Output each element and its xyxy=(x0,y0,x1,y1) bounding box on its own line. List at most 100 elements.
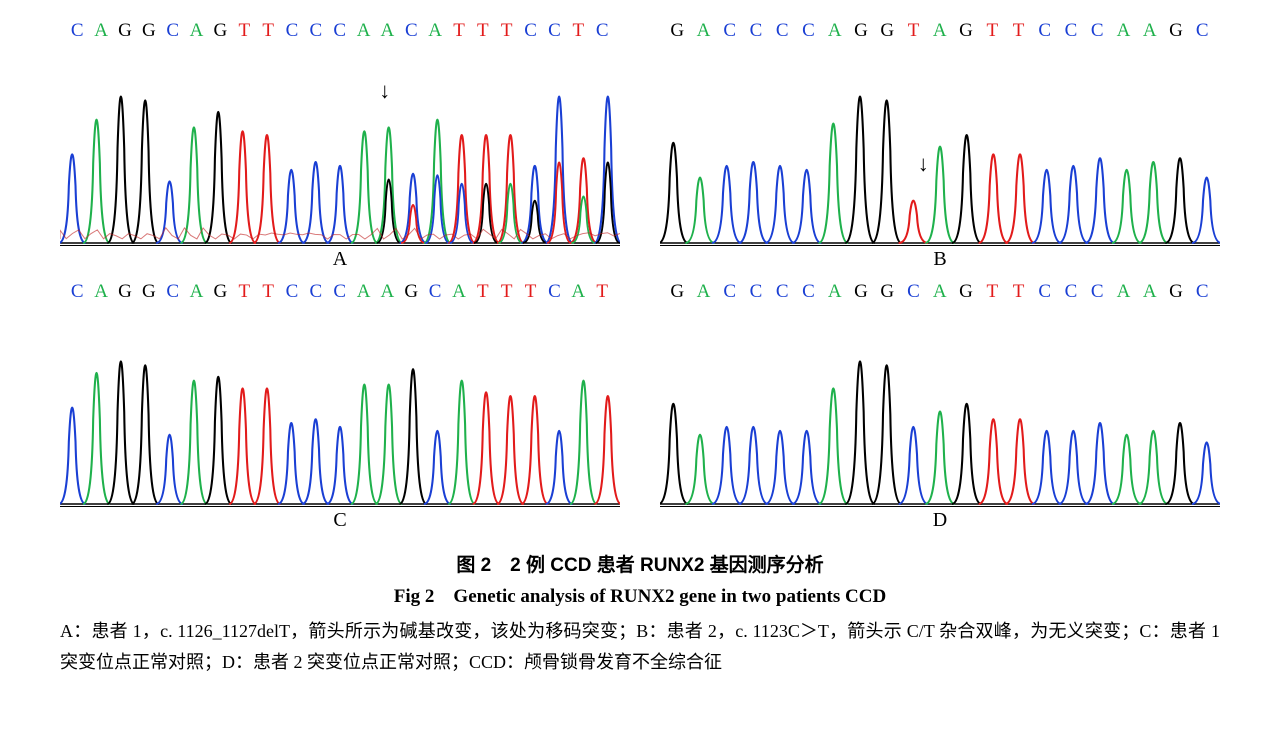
chromatogram-svg xyxy=(660,307,1220,506)
base-letter: C xyxy=(307,281,326,303)
sequence-row: CAGGCAGTTCCCAAGCATTTCAT xyxy=(60,281,620,303)
base-letter: C xyxy=(1062,20,1081,42)
base-letter: G xyxy=(116,20,135,42)
chromatogram xyxy=(660,307,1220,507)
base-letter: G xyxy=(852,281,871,303)
base-letter: G xyxy=(878,281,897,303)
base-letter: C xyxy=(773,281,792,303)
base-letter: C xyxy=(402,20,421,42)
base-letter: A xyxy=(354,20,373,42)
base-letter: C xyxy=(1062,281,1081,303)
base-letter: T xyxy=(497,20,516,42)
base-letter: A xyxy=(694,20,713,42)
base-letter: C xyxy=(799,281,818,303)
chromatogram-svg xyxy=(60,307,620,506)
base-letter: T xyxy=(235,281,254,303)
base-letter: T xyxy=(983,281,1002,303)
base-letter: C xyxy=(593,20,612,42)
base-letter: G xyxy=(1167,20,1186,42)
base-letter: A xyxy=(1141,281,1160,303)
base-letter: T xyxy=(235,20,254,42)
base-letter: C xyxy=(1036,281,1055,303)
base-letter: C xyxy=(330,20,349,42)
base-letter: C xyxy=(68,20,87,42)
base-letter: G xyxy=(668,281,687,303)
sequence-row: CAGGCAGTTCCCAACATTTCCTC xyxy=(60,20,620,42)
base-letter: T xyxy=(521,281,540,303)
base-letter: A xyxy=(92,281,111,303)
base-letter: A xyxy=(826,281,845,303)
base-letter: C xyxy=(1088,281,1107,303)
base-letter: A xyxy=(931,20,950,42)
base-letter: A xyxy=(1114,281,1133,303)
chromatogram xyxy=(60,307,620,507)
caption-en: Fig 2 Genetic analysis of RUNX2 gene in … xyxy=(60,581,1220,608)
base-letter: T xyxy=(904,20,923,42)
panels-grid: CAGGCAGTTCCCAACATTTCCTC↓AGACCCCAGGTAGTTC… xyxy=(60,20,1220,532)
base-letter: G xyxy=(852,20,871,42)
base-letter: G xyxy=(140,20,159,42)
base-letter: A xyxy=(931,281,950,303)
base-letter: T xyxy=(474,20,493,42)
base-letter: T xyxy=(497,281,516,303)
base-letter: T xyxy=(259,281,278,303)
base-letter: T xyxy=(474,281,493,303)
base-letter: C xyxy=(545,281,564,303)
panel-A: CAGGCAGTTCCCAACATTTCCTC↓A xyxy=(60,20,620,271)
sequence-row: GACCCCAGGTAGTTCCCAAGC xyxy=(660,20,1220,42)
base-letter: T xyxy=(593,281,612,303)
base-letter: T xyxy=(259,20,278,42)
base-letter: A xyxy=(1114,20,1133,42)
base-letter: A xyxy=(450,281,469,303)
base-letter: A xyxy=(426,20,445,42)
base-letter: G xyxy=(211,20,230,42)
panel-C: CAGGCAGTTCCCAAGCATTTCATC xyxy=(60,281,620,532)
chromatogram-svg xyxy=(60,46,620,245)
base-letter: G xyxy=(957,20,976,42)
base-letter: C xyxy=(1193,20,1212,42)
base-letter: C xyxy=(68,281,87,303)
base-letter: A xyxy=(378,281,397,303)
base-letter: C xyxy=(283,281,302,303)
base-letter: G xyxy=(140,281,159,303)
base-letter: C xyxy=(799,20,818,42)
base-letter: C xyxy=(904,281,923,303)
base-letter: C xyxy=(307,20,326,42)
base-letter: A xyxy=(694,281,713,303)
base-letter: C xyxy=(545,20,564,42)
base-letter: G xyxy=(668,20,687,42)
panel-label: D xyxy=(660,509,1220,532)
base-letter: G xyxy=(211,281,230,303)
base-letter: C xyxy=(747,20,766,42)
base-letter: G xyxy=(957,281,976,303)
panel-B: GACCCCAGGTAGTTCCCAAGC↓B xyxy=(660,20,1220,271)
sequence-row: GACCCCAGGCAGTTCCCAAGC xyxy=(660,281,1220,303)
chromatogram-svg xyxy=(660,46,1220,245)
base-letter: A xyxy=(92,20,111,42)
caption-description: A：患者 1，c. 1126_1127delT，箭头所示为碱基改变，该处为移码突… xyxy=(60,616,1220,677)
caption-block: 图 2 2 例 CCD 患者 RUNX2 基因测序分析 Fig 2 Geneti… xyxy=(60,550,1220,677)
base-letter: A xyxy=(1141,20,1160,42)
base-letter: T xyxy=(450,20,469,42)
panel-label: C xyxy=(60,509,620,532)
base-letter: G xyxy=(878,20,897,42)
chromatogram: ↓ xyxy=(660,46,1220,246)
base-letter: C xyxy=(521,20,540,42)
base-letter: C xyxy=(426,281,445,303)
base-letter: A xyxy=(187,20,206,42)
base-letter: T xyxy=(569,20,588,42)
base-letter: C xyxy=(1193,281,1212,303)
base-letter: C xyxy=(330,281,349,303)
base-letter: T xyxy=(1009,20,1028,42)
base-letter: C xyxy=(1088,20,1107,42)
base-letter: C xyxy=(163,20,182,42)
base-letter: A xyxy=(354,281,373,303)
base-letter: T xyxy=(1009,281,1028,303)
base-letter: A xyxy=(187,281,206,303)
base-letter: A xyxy=(378,20,397,42)
figure-container: CAGGCAGTTCCCAACATTTCCTC↓AGACCCCAGGTAGTTC… xyxy=(0,0,1280,697)
base-letter: A xyxy=(569,281,588,303)
base-letter: C xyxy=(747,281,766,303)
base-letter: G xyxy=(402,281,421,303)
base-letter: C xyxy=(721,20,740,42)
